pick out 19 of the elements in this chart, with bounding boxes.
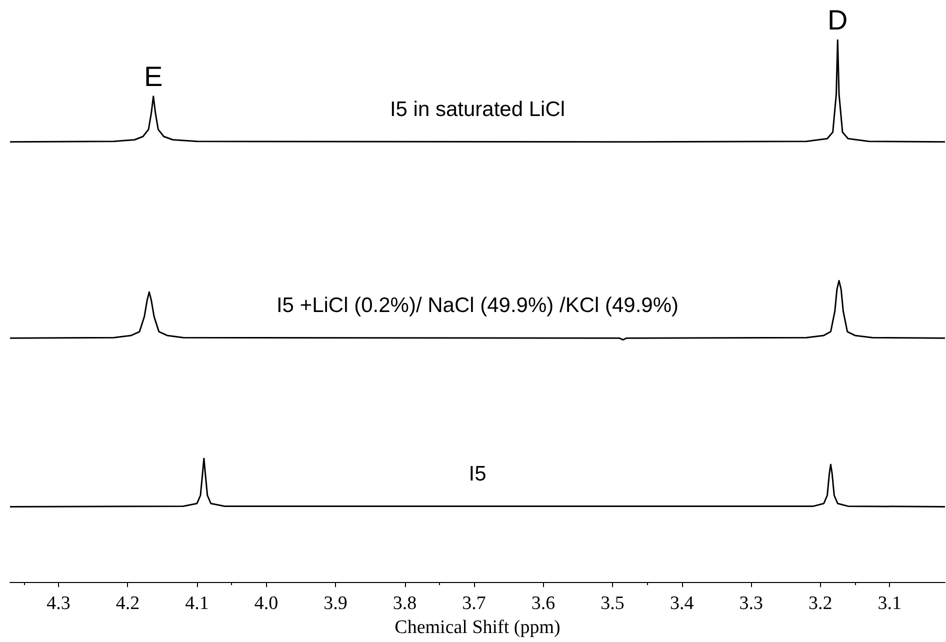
x-tick-label: 3.9 — [324, 593, 348, 614]
series-label: I5 +LiCl (0.2%)/ NaCl (49.9%) /KCl (49.9%) — [276, 294, 679, 318]
x-tick-label: 3.3 — [739, 593, 763, 614]
x-tick-label: 3.2 — [808, 593, 832, 614]
series-label: I5 in saturated LiCl — [390, 98, 566, 121]
x-axis-title: Chemical Shift (ppm) — [394, 617, 560, 638]
x-tick-label: 4.3 — [46, 593, 70, 614]
x-tick-label: 4.1 — [185, 593, 209, 614]
x-tick-label: 4.0 — [254, 593, 278, 614]
annotation: D — [828, 4, 848, 36]
annotation: E — [144, 60, 163, 92]
x-tick-label: 3.8 — [392, 593, 417, 614]
x-tick-label: 3.7 — [462, 593, 486, 614]
x-tick-label: 3.5 — [600, 593, 624, 614]
series-label: I5 — [468, 462, 486, 486]
x-tick-label: 3.6 — [531, 593, 556, 614]
x-tick-label: 3.4 — [670, 593, 694, 614]
x-tick-label: 4.2 — [116, 593, 140, 614]
x-tick-label: 3.1 — [878, 593, 902, 614]
